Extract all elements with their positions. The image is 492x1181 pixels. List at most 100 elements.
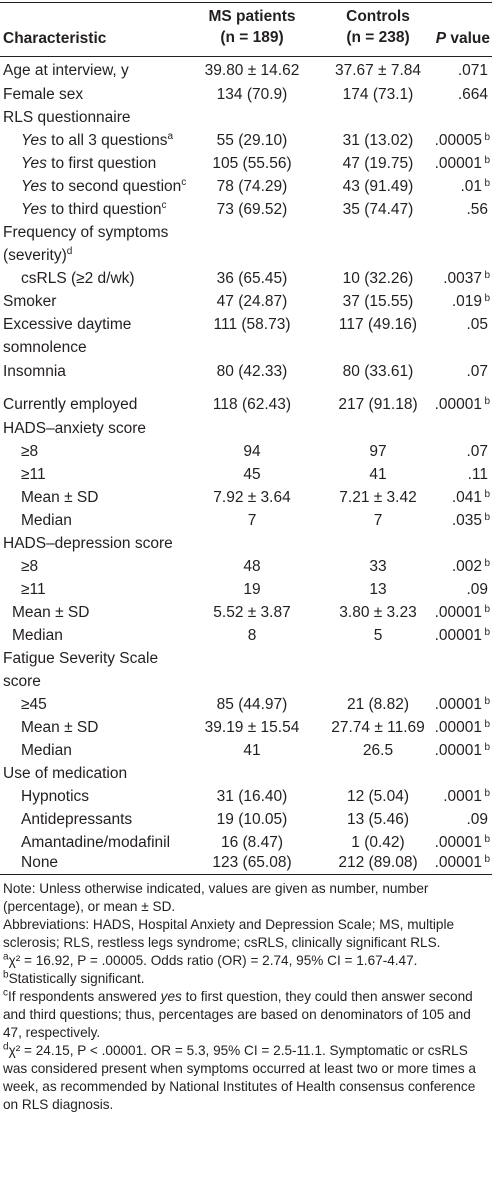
label-text: (severity): [3, 246, 67, 264]
cell-controls: 10 (32.26): [342, 270, 414, 287]
cell-p-value: .0001: [443, 788, 482, 805]
cell-p-value: .05: [466, 316, 488, 333]
cell-ms: 7.92 ± 3.64: [213, 489, 291, 506]
note-general: Note: Unless otherwise indicated, values…: [3, 881, 429, 914]
cell-controls: 1 (0.42): [351, 834, 405, 851]
footnote-c: cIf respondents answered yes to first qu…: [3, 988, 489, 1042]
footnote-a: aχ² = 16.92, P = .00005. Odds ratio (OR)…: [3, 952, 489, 970]
cell-p-value: .002: [451, 558, 482, 575]
row-label: Excessive daytime somnolence: [3, 314, 131, 359]
cell-controls: 41: [369, 466, 387, 483]
label-line: Excessive daytime: [3, 316, 132, 333]
cell-p-value: .00001: [434, 834, 482, 851]
cell-controls: 12 (5.04): [346, 788, 410, 805]
cell-controls: 13 (5.46): [346, 811, 410, 828]
label-line: somnolence: [3, 338, 87, 356]
cell-ms: 94: [243, 443, 261, 460]
cell-controls: 212 (89.08): [338, 854, 418, 871]
row-label: Yes to all 3 questionsa: [21, 130, 173, 153]
bottom-rule: [0, 874, 492, 875]
footnote-mark: b: [484, 512, 490, 523]
header-p-rest: value: [446, 30, 490, 47]
row-label: Median: [21, 742, 72, 759]
footnote-mark: a: [3, 951, 9, 963]
footnote-mark: b: [484, 788, 490, 799]
cell-p-value: .11: [467, 466, 488, 483]
cell-ms: 5.52 ± 3.87: [213, 604, 291, 621]
footnote-mark: b: [484, 178, 490, 189]
row-label: Hypnotics: [21, 788, 90, 805]
footnote-mark: b: [3, 969, 9, 981]
cell-ms: 39.80 ± 14.62: [204, 62, 300, 79]
cell-p-value: .00001: [434, 155, 482, 172]
cell-ms: 7: [247, 512, 257, 529]
cell-ms: 16 (8.47): [220, 834, 284, 851]
footnote-mark: b: [484, 396, 490, 407]
row-label: Frequency of symptoms (severity)d: [3, 222, 168, 267]
footnote-text: χ² = 24.15, P < .00001. OR = 5.3, 95% CI…: [3, 1043, 476, 1112]
header-characteristic: Characteristic: [3, 30, 107, 47]
cell-p-value: .00001: [434, 396, 482, 413]
cell-p-value: .01: [460, 178, 482, 195]
cell-p-value: .00001: [434, 742, 482, 759]
footnote-mark: b: [484, 742, 490, 753]
cell-controls: 27.74 ± 11.69: [331, 719, 425, 736]
cell-controls: 33: [369, 558, 387, 575]
label-text: to third question: [46, 201, 162, 218]
footnote-mark: c: [3, 987, 8, 999]
footnote-mark: b: [484, 489, 490, 500]
row-label: Currently employed: [3, 396, 138, 413]
cell-ms: 31 (16.40): [216, 788, 288, 805]
cell-controls: 35 (74.47): [342, 201, 414, 218]
row-label: HADS–depression score: [3, 535, 173, 552]
cell-ms: 85 (44.97): [216, 696, 288, 713]
cell-p-value: .56: [466, 201, 488, 218]
row-label: Median: [12, 627, 63, 644]
cell-ms: 134 (70.9): [216, 86, 288, 103]
cell-ms: 123 (65.08): [212, 854, 292, 871]
row-label: Age at interview, y: [3, 62, 129, 79]
cell-p-value: .09: [466, 581, 488, 598]
row-label: Antidepressants: [21, 811, 133, 828]
cell-controls: 217 (91.18): [338, 396, 418, 413]
label-line: Fatigue Severity Scale: [3, 650, 159, 667]
label-emphasis: Yes: [21, 132, 47, 149]
footnote-mark: b: [484, 696, 490, 707]
row-label: Amantadine/modafinil: [21, 834, 171, 851]
cell-ms: 111 (58.73): [213, 316, 291, 333]
header-ms-title: MS patients: [208, 8, 296, 25]
row-label: RLS questionnaire: [3, 109, 131, 126]
row-label: ≥45: [21, 696, 47, 713]
cell-p-value: .00001: [434, 696, 482, 713]
row-label: ≥11: [21, 581, 46, 598]
row-label: Mean ± SD: [21, 489, 99, 506]
cell-ms: 19: [243, 581, 261, 598]
row-label: Female sex: [3, 86, 84, 103]
cell-controls: 37.67 ± 7.84: [334, 62, 422, 79]
cell-p-value: .00001: [434, 627, 482, 644]
cell-ms: 47 (24.87): [216, 293, 288, 310]
cell-p-value: .07: [466, 363, 488, 380]
cell-controls: 117 (49.16): [338, 316, 418, 333]
cell-ms: 19 (10.05): [216, 811, 288, 828]
cell-controls: 7.21 ± 3.42: [339, 489, 417, 506]
cell-controls: 47 (19.75): [342, 155, 414, 172]
cell-controls: 13: [369, 581, 387, 598]
cell-controls: 37 (15.55): [342, 293, 414, 310]
cell-p-value: .00001: [434, 854, 482, 871]
row-label: ≥8: [21, 558, 39, 575]
top-rule: [0, 2, 492, 3]
cell-p-value: .041: [451, 489, 482, 506]
cell-ms: 118 (62.43): [212, 396, 292, 413]
cell-controls: 80 (33.61): [342, 363, 414, 380]
row-label: csRLS (≥2 d/wk): [21, 270, 135, 287]
cell-controls: 5: [373, 627, 383, 644]
cell-controls: 31 (13.02): [342, 132, 414, 149]
footnote-mark: b: [484, 627, 490, 638]
footnote-mark: d: [66, 245, 73, 257]
cell-p-value: .035: [451, 512, 482, 529]
footnote-mark: b: [484, 270, 490, 281]
footnote-mark: c: [161, 199, 167, 211]
footnote-text: If respondents answered: [8, 989, 161, 1004]
header-ms-patients: MS patients (n = 189): [190, 6, 314, 48]
